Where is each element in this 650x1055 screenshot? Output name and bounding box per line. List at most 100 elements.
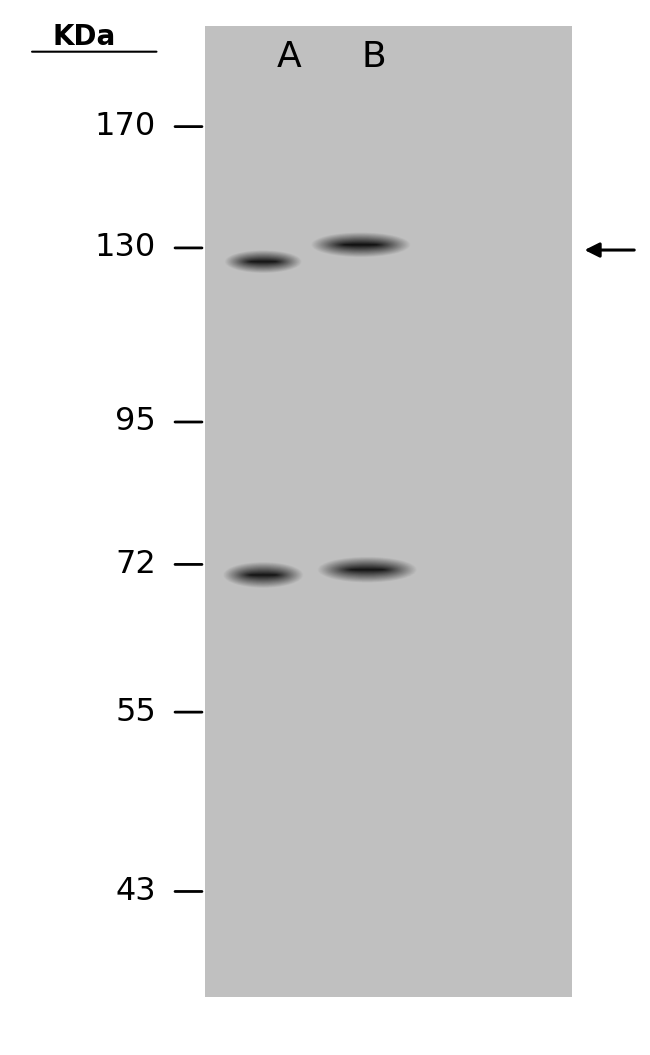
Ellipse shape bbox=[318, 235, 403, 254]
Text: A: A bbox=[277, 40, 302, 74]
Ellipse shape bbox=[242, 257, 284, 266]
Ellipse shape bbox=[326, 237, 395, 252]
Ellipse shape bbox=[240, 257, 286, 266]
Text: 55: 55 bbox=[115, 696, 156, 728]
Ellipse shape bbox=[317, 234, 405, 255]
Ellipse shape bbox=[322, 236, 400, 253]
Ellipse shape bbox=[242, 257, 285, 266]
Ellipse shape bbox=[331, 561, 404, 578]
Ellipse shape bbox=[330, 561, 404, 578]
Ellipse shape bbox=[322, 236, 399, 253]
Ellipse shape bbox=[339, 243, 383, 247]
Ellipse shape bbox=[319, 235, 402, 254]
Ellipse shape bbox=[338, 564, 396, 575]
Ellipse shape bbox=[333, 562, 402, 577]
Ellipse shape bbox=[315, 233, 407, 255]
Ellipse shape bbox=[228, 252, 298, 271]
Ellipse shape bbox=[244, 572, 282, 578]
Ellipse shape bbox=[338, 242, 384, 248]
Text: KDa: KDa bbox=[53, 23, 116, 52]
Ellipse shape bbox=[249, 261, 278, 263]
Ellipse shape bbox=[226, 563, 301, 587]
Ellipse shape bbox=[237, 569, 289, 581]
Ellipse shape bbox=[313, 233, 408, 256]
Ellipse shape bbox=[248, 260, 279, 264]
Ellipse shape bbox=[341, 244, 380, 246]
Ellipse shape bbox=[343, 567, 392, 573]
Ellipse shape bbox=[246, 260, 280, 264]
Ellipse shape bbox=[225, 250, 302, 273]
Ellipse shape bbox=[244, 258, 283, 265]
Ellipse shape bbox=[322, 558, 412, 581]
Ellipse shape bbox=[343, 244, 378, 246]
Ellipse shape bbox=[344, 244, 378, 246]
Ellipse shape bbox=[345, 568, 389, 572]
Ellipse shape bbox=[226, 251, 301, 272]
Ellipse shape bbox=[250, 261, 277, 263]
Ellipse shape bbox=[320, 557, 415, 582]
Ellipse shape bbox=[227, 563, 300, 587]
Ellipse shape bbox=[242, 571, 285, 579]
Ellipse shape bbox=[234, 254, 292, 269]
Ellipse shape bbox=[341, 243, 381, 247]
Ellipse shape bbox=[224, 250, 302, 273]
Ellipse shape bbox=[333, 241, 388, 249]
Ellipse shape bbox=[235, 254, 292, 269]
Ellipse shape bbox=[350, 569, 384, 571]
Ellipse shape bbox=[249, 574, 278, 576]
Ellipse shape bbox=[330, 239, 392, 250]
Ellipse shape bbox=[317, 234, 404, 255]
Ellipse shape bbox=[224, 562, 302, 588]
Ellipse shape bbox=[246, 260, 281, 264]
Ellipse shape bbox=[343, 567, 391, 573]
Ellipse shape bbox=[233, 567, 294, 583]
Ellipse shape bbox=[340, 565, 395, 574]
Ellipse shape bbox=[339, 564, 396, 575]
Ellipse shape bbox=[335, 563, 400, 576]
Ellipse shape bbox=[235, 568, 291, 582]
Ellipse shape bbox=[226, 563, 300, 587]
Ellipse shape bbox=[248, 261, 278, 263]
Ellipse shape bbox=[250, 261, 276, 263]
Ellipse shape bbox=[314, 233, 408, 256]
Ellipse shape bbox=[342, 244, 380, 246]
Ellipse shape bbox=[341, 565, 393, 574]
Ellipse shape bbox=[222, 561, 304, 589]
Ellipse shape bbox=[229, 252, 297, 271]
Ellipse shape bbox=[329, 561, 406, 578]
Ellipse shape bbox=[239, 256, 287, 267]
Ellipse shape bbox=[329, 238, 393, 251]
Ellipse shape bbox=[328, 238, 393, 251]
Ellipse shape bbox=[325, 559, 410, 580]
Ellipse shape bbox=[237, 255, 290, 268]
Ellipse shape bbox=[234, 568, 292, 582]
Ellipse shape bbox=[233, 254, 293, 269]
Ellipse shape bbox=[337, 564, 397, 575]
Ellipse shape bbox=[242, 571, 284, 579]
Ellipse shape bbox=[332, 239, 390, 250]
Ellipse shape bbox=[239, 256, 288, 267]
Ellipse shape bbox=[321, 558, 413, 581]
Ellipse shape bbox=[238, 255, 289, 267]
Ellipse shape bbox=[235, 568, 292, 582]
Ellipse shape bbox=[246, 572, 281, 578]
Ellipse shape bbox=[244, 572, 283, 578]
Ellipse shape bbox=[240, 570, 286, 580]
Ellipse shape bbox=[335, 241, 387, 249]
Ellipse shape bbox=[248, 574, 278, 576]
Ellipse shape bbox=[233, 567, 293, 583]
Ellipse shape bbox=[246, 573, 280, 577]
Ellipse shape bbox=[227, 564, 299, 586]
Ellipse shape bbox=[250, 574, 277, 576]
Ellipse shape bbox=[229, 564, 298, 586]
Text: 43: 43 bbox=[116, 876, 156, 907]
Ellipse shape bbox=[248, 573, 279, 577]
Ellipse shape bbox=[239, 570, 287, 580]
Ellipse shape bbox=[316, 234, 406, 255]
Ellipse shape bbox=[326, 560, 408, 579]
Ellipse shape bbox=[235, 254, 291, 269]
Ellipse shape bbox=[240, 570, 287, 580]
Text: 130: 130 bbox=[95, 232, 156, 264]
Ellipse shape bbox=[229, 252, 298, 271]
Ellipse shape bbox=[244, 258, 281, 265]
